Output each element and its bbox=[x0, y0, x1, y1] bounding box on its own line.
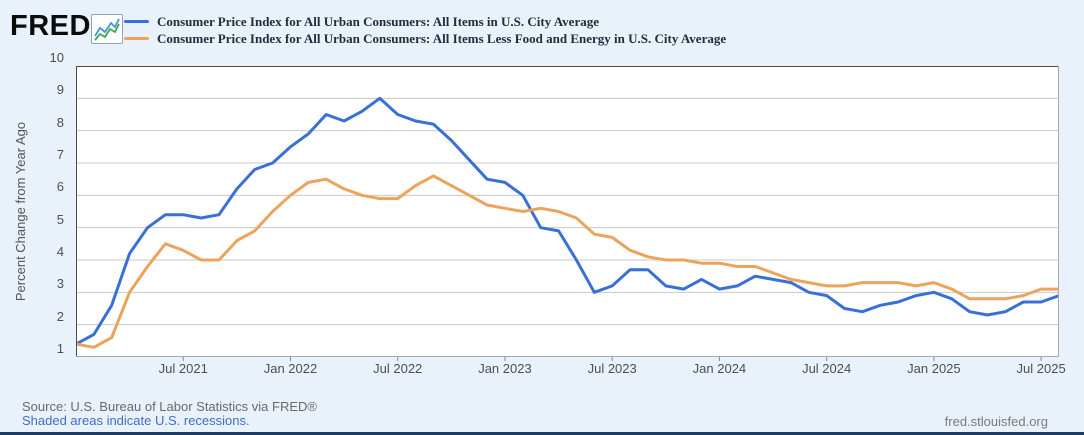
y-tick-label: 7 bbox=[56, 147, 64, 162]
x-tick-label: Jul 2023 bbox=[587, 361, 637, 376]
y-tick-label: 10 bbox=[49, 50, 64, 65]
x-tick-label: Jul 2025 bbox=[1016, 361, 1066, 376]
y-tick-label: 2 bbox=[56, 308, 64, 324]
plot-area[interactable] bbox=[76, 66, 1059, 362]
x-tick-label: Jul 2024 bbox=[802, 361, 852, 376]
y-tick-label: 4 bbox=[56, 244, 64, 259]
series-line-0[interactable] bbox=[76, 96, 1059, 346]
fred-sparkline-icon bbox=[91, 14, 123, 44]
source-note: Source: U.S. Bureau of Labor Statistics … bbox=[22, 399, 317, 414]
x-tick-label: Jul 2022 bbox=[373, 361, 423, 376]
series-line-1[interactable] bbox=[76, 174, 1059, 349]
y-tick-label: 3 bbox=[56, 276, 64, 292]
x-tick-label: Jul 2021 bbox=[158, 361, 208, 376]
plot-border-topleft bbox=[76, 66, 1059, 357]
legend-item-cpi-all-items[interactable]: Consumer Price Index for All Urban Consu… bbox=[124, 13, 726, 30]
y-tick-label: 6 bbox=[56, 179, 64, 195]
legend-swatch-orange bbox=[124, 37, 149, 40]
x-tick-label: Jan 2022 bbox=[263, 361, 318, 376]
legend-label: Consumer Price Index for All Urban Consu… bbox=[157, 13, 599, 29]
fred-logo-text: FRED bbox=[10, 10, 91, 42]
legend-label: Consumer Price Index for All Urban Consu… bbox=[157, 30, 727, 46]
recession-note-link[interactable]: Shaded areas indicate U.S. recessions. bbox=[22, 413, 250, 428]
y-tick-label: 9 bbox=[56, 82, 64, 98]
x-tick-label: Jan 2023 bbox=[478, 361, 532, 376]
bottom-accent-bar bbox=[0, 432, 1084, 435]
y-tick-label: 5 bbox=[56, 211, 64, 227]
plot-background bbox=[76, 66, 1059, 357]
legend-swatch-blue bbox=[124, 20, 149, 23]
x-tick-label: Jan 2025 bbox=[907, 361, 961, 376]
plot-border-bottomright bbox=[76, 66, 1059, 357]
y-tick-label: 8 bbox=[56, 114, 64, 130]
x-tick-label: Jan 2024 bbox=[692, 361, 747, 376]
y-tick-label: 1 bbox=[56, 341, 64, 356]
fred-site-link[interactable]: fred.stlouisfed.org bbox=[944, 414, 1048, 429]
legend-item-cpi-core[interactable]: Consumer Price Index for All Urban Consu… bbox=[124, 30, 726, 47]
legend: Consumer Price Index for All Urban Consu… bbox=[124, 13, 726, 47]
